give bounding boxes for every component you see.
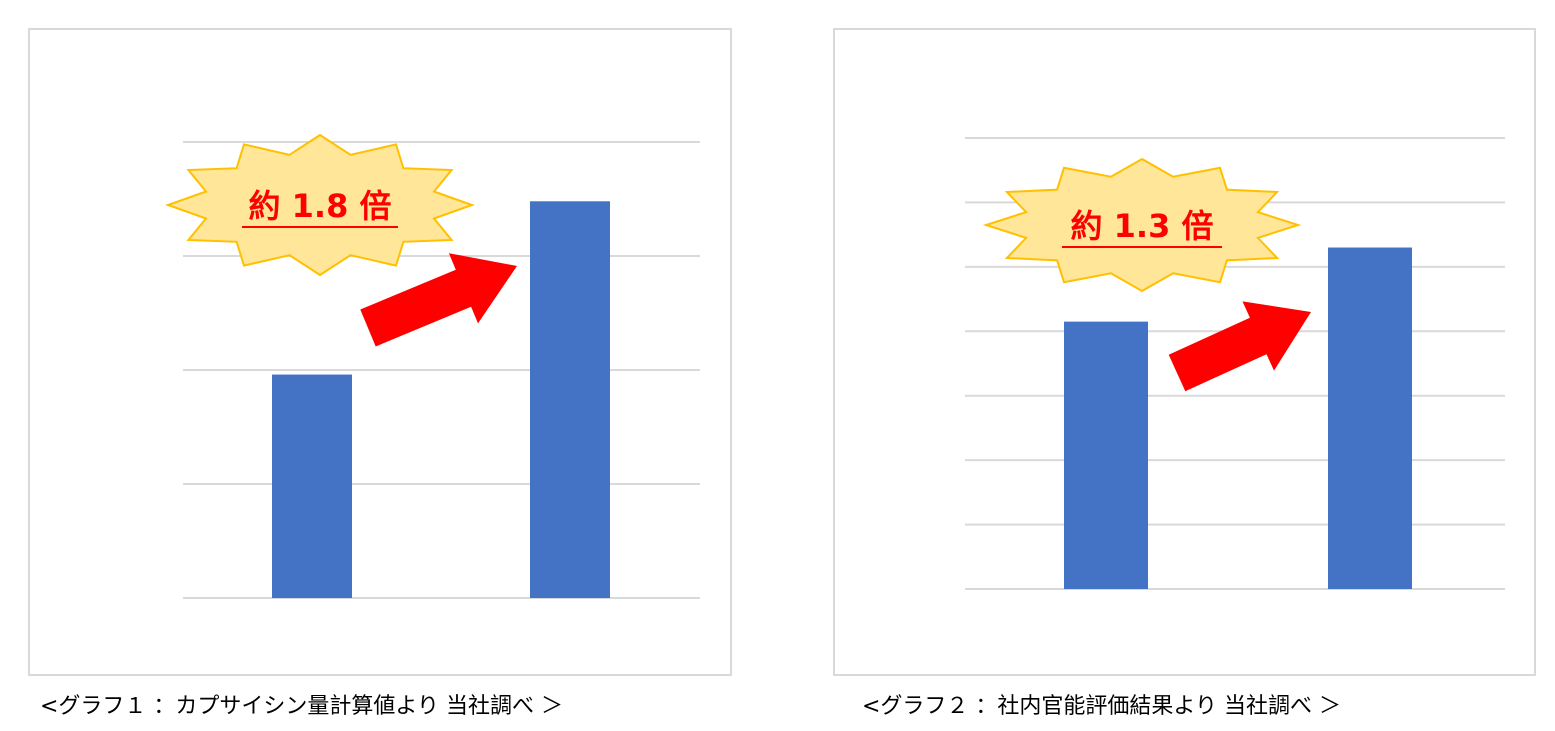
bar-1 bbox=[1064, 321, 1148, 589]
bar-2 bbox=[1328, 247, 1412, 589]
callout-suffix: 倍 bbox=[1170, 207, 1213, 245]
chart-panel-capsaicin: 約 1.8 倍 bbox=[28, 28, 732, 676]
increase-arrow bbox=[1168, 301, 1311, 392]
umami-chart: 約 1.3 倍 bbox=[965, 137, 1505, 590]
chart-caption-2: <グラフ２ ：社内官能評価結果より 当社調べ ＞ bbox=[862, 694, 1341, 719]
bar-1 bbox=[272, 374, 352, 598]
starburst-callout bbox=[982, 157, 1302, 293]
chart-panel-umami: 約 1.3 倍 bbox=[833, 28, 1536, 676]
callout-value: 1.3 bbox=[1103, 207, 1171, 245]
callout-prefix: 約 bbox=[1071, 207, 1103, 245]
bar-2 bbox=[530, 201, 610, 598]
callout-text: 約 1.3 倍 bbox=[1071, 207, 1214, 245]
increase-arrow bbox=[360, 253, 517, 347]
callout-value: 1.8 bbox=[281, 187, 349, 225]
starburst-callout bbox=[165, 133, 475, 277]
callout-text: 約 1.8 倍 bbox=[249, 187, 392, 225]
callout-suffix: 倍 bbox=[348, 187, 391, 225]
chart-caption-1: <グラフ１ ：カプサイシン量計算値より 当社調べ ＞ bbox=[40, 694, 563, 719]
callout-prefix: 約 bbox=[249, 187, 281, 225]
capsaicin-chart: 約 1.8 倍 bbox=[165, 133, 700, 599]
